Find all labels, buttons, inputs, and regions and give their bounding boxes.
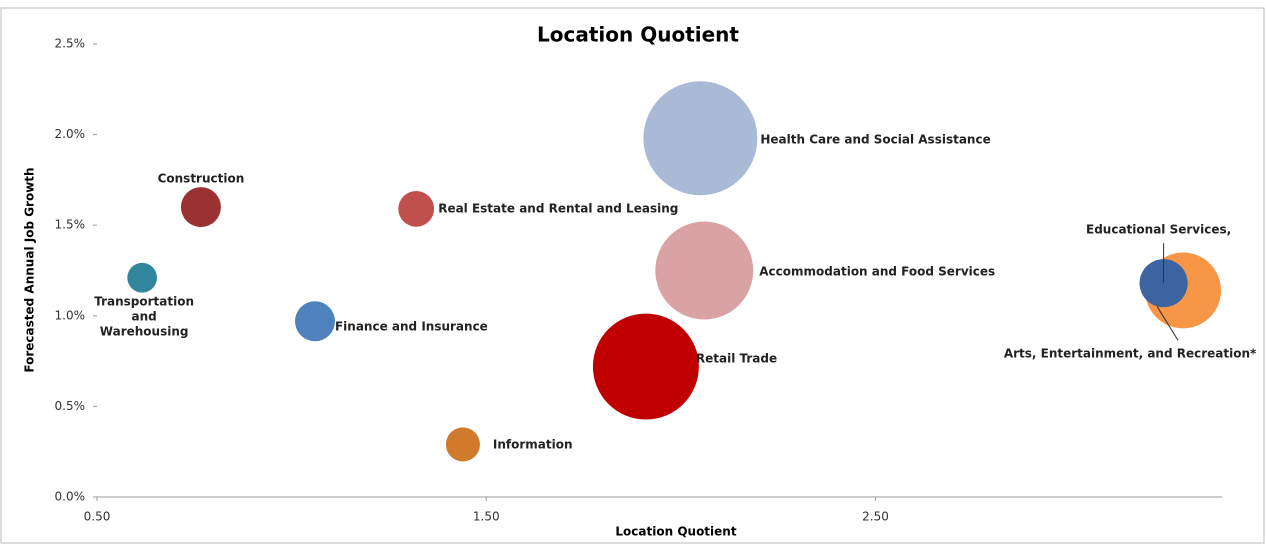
leader-line xyxy=(1156,306,1179,341)
y-tick-label: 2.5% xyxy=(55,37,86,51)
data-label: Arts, Entertainment, and Recreation* xyxy=(1003,346,1257,361)
chart-title: Location Quotient xyxy=(537,23,739,47)
bubble xyxy=(180,187,221,228)
data-label: Health Care and Social Assistance xyxy=(760,132,991,147)
bubble xyxy=(592,313,699,420)
bubble xyxy=(295,301,335,342)
y-tick-label: 0.0% xyxy=(55,490,86,504)
data-label: Educational Services, xyxy=(1086,222,1232,237)
bubble xyxy=(398,191,435,227)
x-tick-label: 1.50 xyxy=(473,510,500,524)
y-tick-label: 0.5% xyxy=(55,399,86,413)
data-label: Retail Trade xyxy=(695,351,778,366)
y-tick-label: 2.0% xyxy=(55,127,86,141)
data-label: Accommodation and Food Services xyxy=(759,264,996,278)
x-tick-label: 2.50 xyxy=(862,510,889,524)
bubble xyxy=(643,81,758,196)
bubble xyxy=(445,427,480,462)
data-label: Information xyxy=(492,437,573,452)
chart-border xyxy=(0,7,1265,544)
y-tick-label: 1.0% xyxy=(55,308,86,322)
data-label: Finance and Insurance xyxy=(334,319,488,334)
x-tick-label: 0.50 xyxy=(84,510,111,524)
x-axis-title: Location Quotient xyxy=(615,525,736,539)
y-axis-title: Forecasted Annual Job Growth xyxy=(23,167,37,372)
data-label: Real Estate and Rental and Leasing xyxy=(438,201,679,216)
y-tick-label: 1.5% xyxy=(55,218,86,232)
data-label: Transportation and Warehousing xyxy=(94,294,195,339)
bubble xyxy=(655,221,754,320)
bubble xyxy=(127,262,157,293)
data-label: Construction xyxy=(157,171,245,186)
